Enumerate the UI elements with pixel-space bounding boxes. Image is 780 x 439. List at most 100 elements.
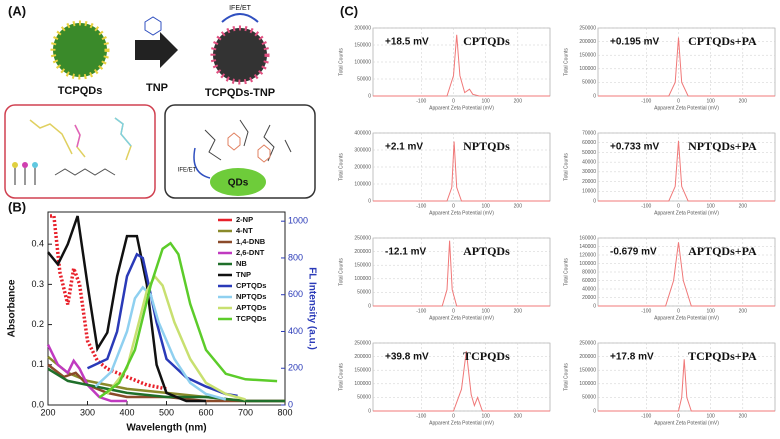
x-tick-label: 0 xyxy=(677,413,680,419)
y-tick-label: 0.1 xyxy=(31,359,44,369)
y-tick-label: 150000 xyxy=(354,368,371,374)
series-line xyxy=(98,241,278,399)
y-tick-label: 10000 xyxy=(582,189,596,195)
panel-a-art xyxy=(4,13,316,199)
series-line xyxy=(50,214,167,391)
y-tick-label: 0 xyxy=(368,198,371,204)
y2-tick-label: 400 xyxy=(288,326,303,336)
y-tick-label: 100000 xyxy=(579,66,596,72)
y-tick-label: 80000 xyxy=(582,269,596,275)
distribution-line xyxy=(598,359,775,412)
x-tick-label: 200 xyxy=(739,203,748,209)
y-tick-label: 250000 xyxy=(579,25,596,31)
x-tick-label: 100 xyxy=(706,98,715,104)
x-axis-label: Apparent Zeta Potential (mV) xyxy=(429,105,494,111)
polymer-backbone xyxy=(54,168,116,176)
x-axis-label: Wavelength (nm) xyxy=(126,423,206,434)
y2-tick-label: 200 xyxy=(288,363,303,373)
y-axis-label: Total Counts xyxy=(338,258,344,286)
x-tick-label: -100 xyxy=(641,203,651,209)
ligand-chain xyxy=(114,117,132,147)
y-axis-label: Total Counts xyxy=(338,363,344,391)
y-tick-label: 0.4 xyxy=(31,239,44,249)
y-tick-label: 250000 xyxy=(354,235,371,241)
x-axis-label: Apparent Zeta Potential (mV) xyxy=(654,210,719,216)
y-axis-label: Total Counts xyxy=(563,363,569,391)
y-tick-label: 0 xyxy=(593,198,596,204)
sample-name: NPTQDs+PA xyxy=(688,139,757,153)
x-tick-label: 600 xyxy=(198,407,213,417)
y-tick-label: 200000 xyxy=(579,39,596,45)
x-tick-label: 0 xyxy=(677,98,680,104)
zeta-potential: -12.1 mV xyxy=(385,247,426,258)
sample-name: TCPQDs xyxy=(463,349,510,363)
zeta-potential: +2.1 mV xyxy=(385,142,423,153)
y-tick-label: 250000 xyxy=(579,340,596,346)
legend-label: NB xyxy=(236,259,247,268)
particle-label: TCPQDs-TNP xyxy=(205,87,275,99)
ligand-shell xyxy=(210,25,270,85)
zeta-potential: +0.195 mV xyxy=(610,37,660,48)
y-tick-label: 60000 xyxy=(582,278,596,284)
y-axis-label: Total Counts xyxy=(338,48,344,76)
x-tick-label: -100 xyxy=(641,308,651,314)
complex-chains xyxy=(204,119,292,162)
x-tick-label: 100 xyxy=(481,98,490,104)
x-tick-label: 200 xyxy=(739,308,748,314)
y-tick-label: 50000 xyxy=(582,395,596,401)
x-tick-label: 800 xyxy=(277,407,292,417)
y-tick-label: 0.2 xyxy=(31,319,44,329)
y-tick-label: 200000 xyxy=(354,164,371,170)
x-axis-label: Apparent Zeta Potential (mV) xyxy=(654,420,719,426)
x-tick-label: 300 xyxy=(80,407,95,417)
y-tick-label: 0.3 xyxy=(31,279,44,289)
y-tick-label: 30000 xyxy=(582,169,596,175)
y-axis-label: Total Counts xyxy=(563,258,569,286)
zeta-potential: +17.8 mV xyxy=(610,352,654,363)
y-tick-label: 40000 xyxy=(582,159,596,165)
legend-label: 1,4-DNB xyxy=(236,237,266,246)
x-tick-label: 0 xyxy=(452,413,455,419)
y-tick-label: 140000 xyxy=(579,244,596,250)
x-tick-label: 100 xyxy=(481,203,490,209)
y2-tick-label: 800 xyxy=(288,252,303,262)
y-axis-label: Total Counts xyxy=(563,48,569,76)
x-tick-label: 0 xyxy=(452,203,455,209)
y-tick-label: 50000 xyxy=(582,80,596,86)
y-axis-label: Total Counts xyxy=(338,153,344,181)
y-tick-label: 40000 xyxy=(582,286,596,292)
y-tick-label: 100000 xyxy=(354,59,371,65)
y-tick-label: 150000 xyxy=(579,368,596,374)
legend-label: TCPQDs xyxy=(236,314,266,323)
y-tick-label: 60000 xyxy=(582,140,596,146)
x-tick-label: 100 xyxy=(706,413,715,419)
y-tick-label: 150000 xyxy=(354,42,371,48)
x-tick-label: 700 xyxy=(238,407,253,417)
y2-tick-label: 1000 xyxy=(288,216,308,226)
y-tick-label: 120000 xyxy=(579,252,596,258)
y-tick-label: 100000 xyxy=(354,381,371,387)
y-tick-label: 20000 xyxy=(582,295,596,301)
y-tick-label: 200000 xyxy=(354,249,371,255)
tnp-units xyxy=(227,132,271,163)
panel-label: (A) xyxy=(8,3,26,18)
x-tick-label: -100 xyxy=(416,98,426,104)
y-tick-label: 200000 xyxy=(354,354,371,360)
x-tick-label: 0 xyxy=(677,308,680,314)
particle-label: TCPQDs xyxy=(58,85,103,97)
legend-label: 2-NP xyxy=(236,215,253,224)
series-line xyxy=(47,215,206,403)
tnp-molecule xyxy=(144,16,162,36)
series-line xyxy=(47,367,285,403)
legend-label: APTQDs xyxy=(236,303,266,312)
panel-label: (C) xyxy=(340,3,358,18)
x-tick-label: 500 xyxy=(159,407,174,417)
qd-core xyxy=(210,168,266,196)
y2-axis-label: FL Intensity (a.u.) xyxy=(306,267,317,350)
x-tick-label: 400 xyxy=(119,407,134,417)
y-tick-label: 50000 xyxy=(357,76,371,82)
panel-label: (B) xyxy=(8,199,26,214)
y-tick-label: 50000 xyxy=(357,290,371,296)
x-tick-label: 200 xyxy=(739,98,748,104)
x-tick-label: 200 xyxy=(739,413,748,419)
